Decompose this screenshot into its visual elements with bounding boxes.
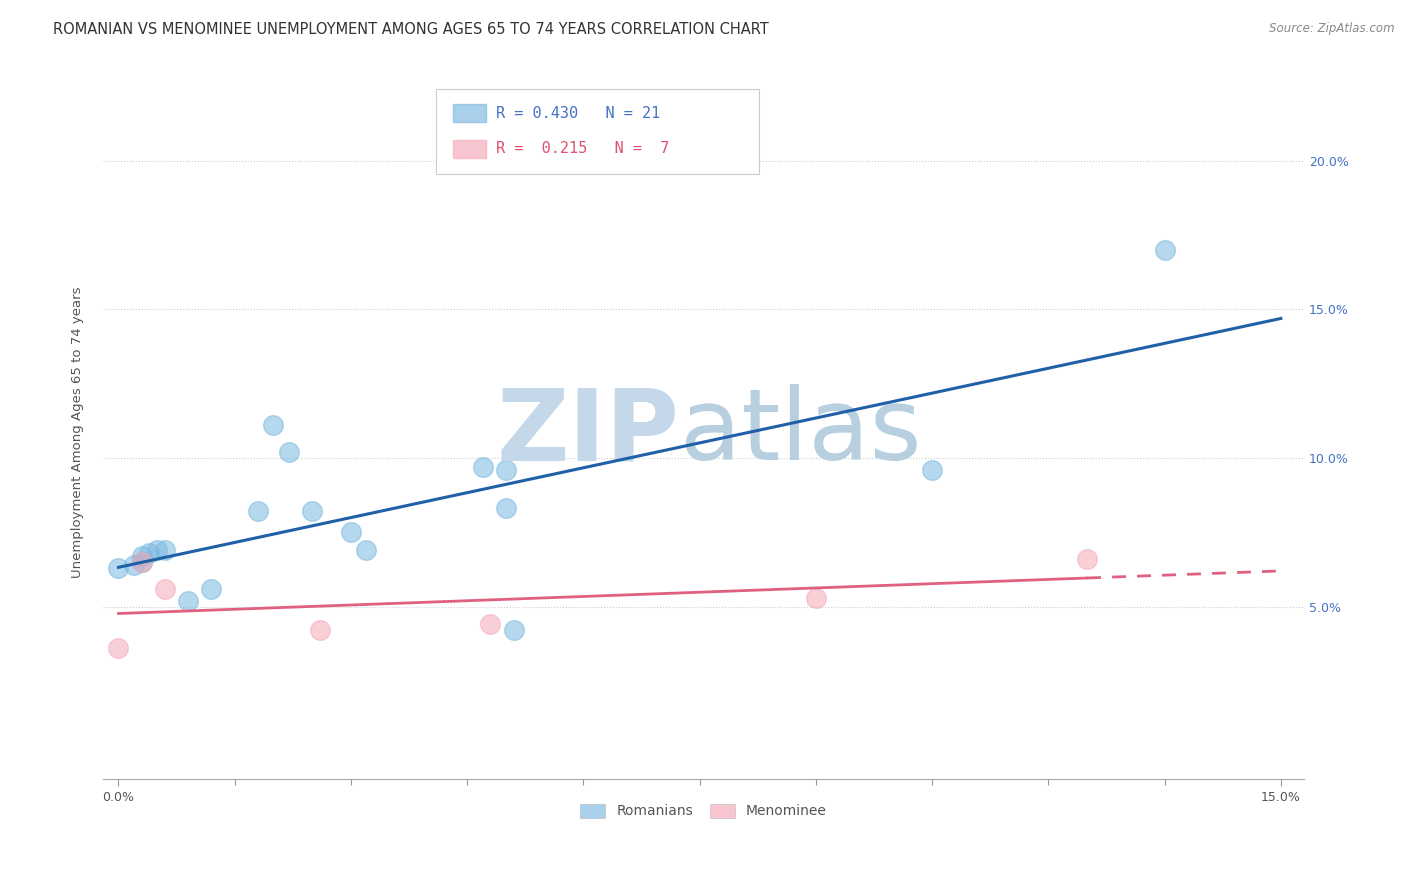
Point (471, 459, 494, 474)
Point (177, 593, 200, 607)
Point (153, 582, 176, 596)
Point (495, 463, 517, 477)
Point (1076, 552, 1098, 566)
Text: ROMANIAN VS MENOMINEE UNEMPLOYMENT AMONG AGES 65 TO 74 YEARS CORRELATION CHART: ROMANIAN VS MENOMINEE UNEMPLOYMENT AMONG… (53, 22, 769, 37)
Point (107, 561, 129, 575)
Point (122, 558, 145, 572)
Point (921, 463, 943, 477)
Text: atlas: atlas (679, 384, 921, 481)
Text: R = 0.430   N = 21: R = 0.430 N = 21 (496, 106, 661, 120)
Y-axis label: Unemployment Among Ages 65 to 74 years: Unemployment Among Ages 65 to 74 years (72, 287, 84, 578)
Point (495, 501, 517, 516)
Point (309, 624, 332, 638)
Point (502, 624, 524, 638)
Point (200, 582, 222, 596)
Text: R =  0.215   N =  7: R = 0.215 N = 7 (496, 142, 669, 156)
Point (131, 549, 153, 563)
Point (107, 641, 129, 656)
Point (479, 617, 502, 632)
Point (146, 543, 169, 558)
Point (340, 525, 363, 540)
Point (153, 543, 176, 558)
Point (1153, 243, 1175, 257)
Text: Source: ZipAtlas.com: Source: ZipAtlas.com (1270, 22, 1395, 36)
Point (804, 591, 827, 605)
Point (278, 445, 301, 459)
Point (356, 543, 378, 558)
Point (246, 504, 269, 518)
Text: ZIP: ZIP (496, 384, 679, 481)
Point (131, 555, 153, 569)
Point (131, 555, 153, 569)
Legend: Romanians, Menominee: Romanians, Menominee (575, 798, 832, 824)
Point (138, 546, 160, 560)
Point (263, 418, 285, 433)
Point (301, 504, 323, 518)
